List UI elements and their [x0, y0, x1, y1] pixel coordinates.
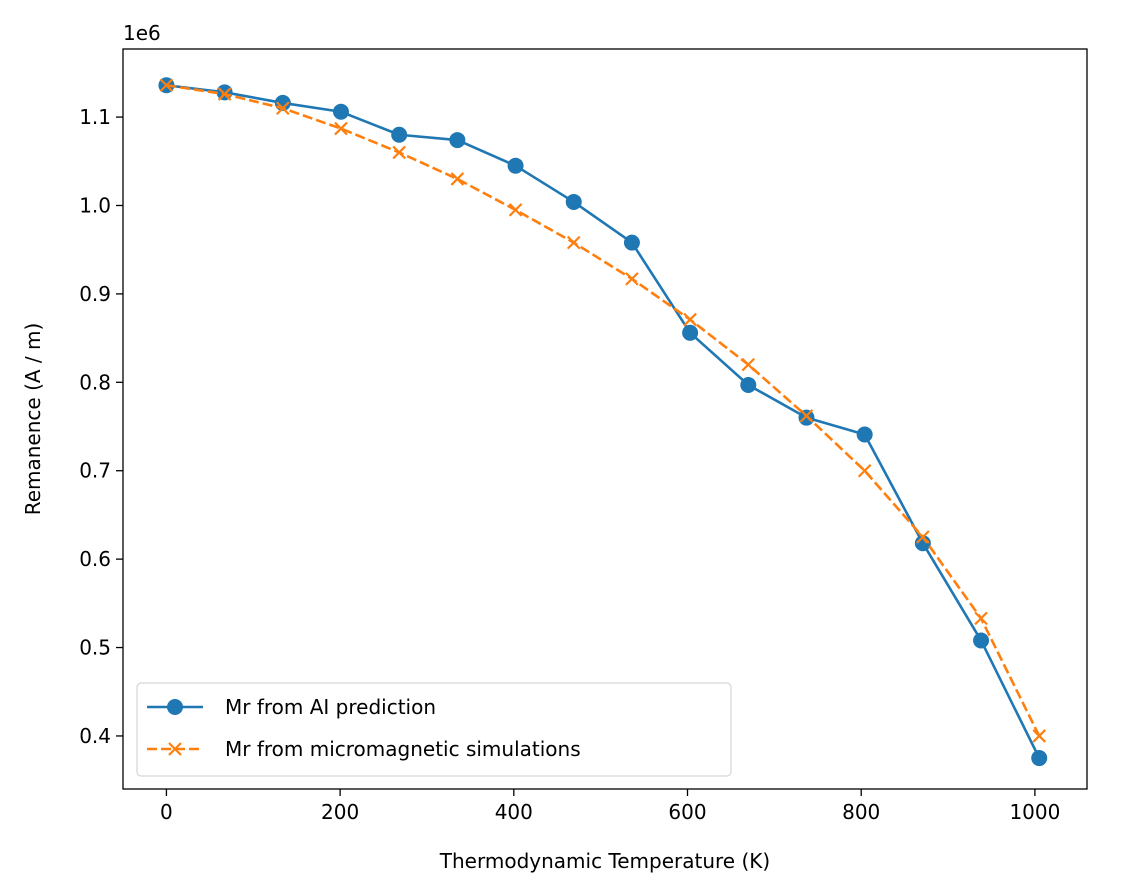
y-tick-label: 0.7: [79, 459, 111, 483]
y-offset-label: 1e6: [123, 21, 161, 45]
data-point: [508, 203, 523, 217]
data-point: [1031, 750, 1048, 767]
data-point: [1032, 729, 1047, 743]
data-point: [450, 172, 465, 186]
data-point: [974, 611, 988, 626]
y-tick-label: 0.4: [79, 724, 111, 748]
data-point: [623, 234, 640, 251]
series-line-1: [166, 83, 1041, 737]
data-point: [332, 103, 349, 120]
data-point: [392, 145, 406, 160]
plot-content: [158, 77, 1048, 767]
data-point: [914, 535, 931, 552]
x-tick-label: 600: [668, 800, 706, 824]
data-point: [391, 126, 408, 143]
x-tick-label: 1000: [1009, 800, 1060, 824]
y-tick-label: 0.6: [79, 547, 111, 571]
data-point: [334, 121, 348, 136]
y-tick-label: 0.5: [79, 636, 111, 660]
legend-entries: Mr from AI prediction Mr from micromagnet…: [147, 695, 581, 761]
legend-label: Mr from AI prediction: [225, 695, 436, 719]
data-point: [625, 272, 639, 286]
legend-marker: [167, 699, 183, 715]
data-point: [740, 376, 757, 393]
axes-frame: [122, 48, 1088, 790]
data-point: [857, 463, 872, 478]
data-point: [217, 87, 232, 101]
y-tick-label: 0.8: [79, 370, 111, 394]
legend: Mr from AI prediction Mr from micromagnet…: [136, 682, 732, 777]
data-point: [682, 324, 699, 341]
data-point: [449, 132, 466, 149]
x-tick-label: 0: [160, 800, 173, 824]
data-point: [566, 235, 581, 250]
y-tick-label: 0.9: [79, 282, 111, 306]
data-point: [973, 632, 990, 649]
data-point: [159, 78, 174, 93]
y-tick-label: 1.1: [79, 105, 111, 129]
data-point: [276, 101, 290, 116]
data-point: [799, 409, 814, 423]
data-point: [916, 530, 930, 544]
x-tick-label: 400: [495, 800, 533, 824]
data-point: [565, 193, 582, 210]
data-point: [856, 426, 873, 443]
x-axis-label: Thermodynamic Temperature (K): [439, 849, 770, 873]
data-point: [741, 357, 756, 372]
y-axis-label: Remanence (A / m): [21, 323, 45, 516]
legend-label: Mr from micromagnetic simulations: [225, 737, 581, 761]
series-line-0: [166, 83, 1041, 759]
x-axis-ticks: 0 200 400 600 800 1000: [160, 789, 1060, 824]
y-axis-ticks: 0.4 0.5 0.6 0.7 0.8 0.9 1.0 1.1: [79, 105, 123, 748]
x-tick-label: 800: [842, 800, 880, 824]
y-tick-label: 1.0: [79, 193, 111, 217]
legend-marker: [168, 742, 182, 756]
data-point: [216, 84, 233, 101]
data-point: [507, 157, 524, 174]
data-point: [683, 312, 697, 327]
x-tick-label: 200: [321, 800, 359, 824]
legend-box: [136, 682, 732, 777]
